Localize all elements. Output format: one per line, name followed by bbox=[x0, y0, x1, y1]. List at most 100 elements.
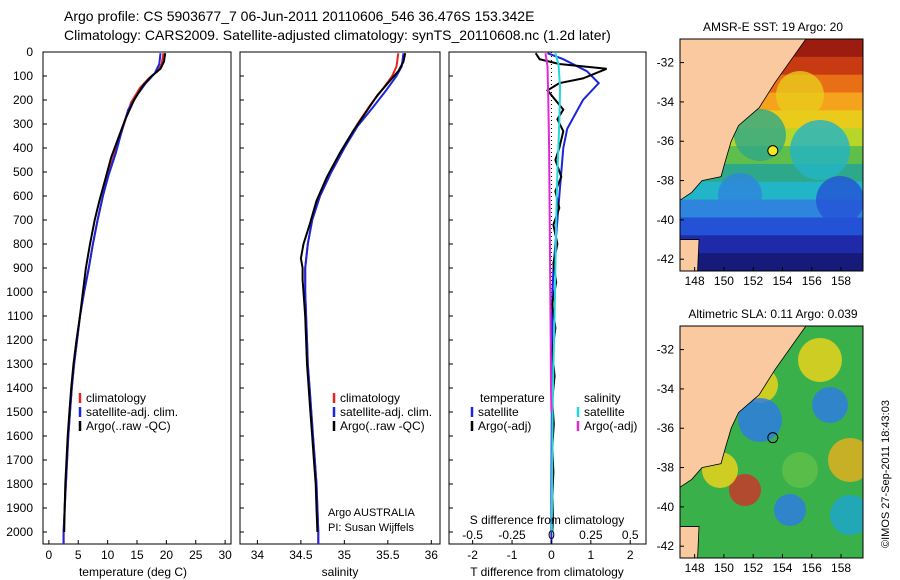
lat-tick-label: -38 bbox=[657, 461, 675, 475]
tasmania-land bbox=[680, 239, 700, 271]
lon-tick-label: 150 bbox=[714, 274, 734, 288]
depth-tick-label: 700 bbox=[13, 213, 33, 227]
depth-tick-label: 100 bbox=[13, 69, 33, 83]
lon-tick-label: 148 bbox=[685, 274, 705, 288]
lat-tick-label: -34 bbox=[657, 382, 675, 396]
title-line-2: Climatology: CARS2009. Satellite-adjuste… bbox=[64, 27, 611, 43]
depth-axis: 0 100 200 300 400 500 600 700 800 900 1000 1100 1200… bbox=[6, 45, 33, 539]
lon-tick-label: 158 bbox=[831, 274, 851, 288]
s-difference-label: S difference from climatology bbox=[470, 513, 625, 527]
legend-label: Argo(-adj) bbox=[584, 419, 637, 433]
sla-anomaly bbox=[729, 474, 761, 506]
lon-tick-label: 154 bbox=[772, 561, 792, 575]
lat-tick-label: -34 bbox=[657, 95, 675, 109]
depth-tick-label: 1200 bbox=[6, 333, 33, 347]
lat-tick-label: -36 bbox=[657, 421, 675, 435]
depth-tick-label: 800 bbox=[13, 237, 33, 251]
legend-label: climatology bbox=[340, 391, 400, 405]
sst-band bbox=[680, 253, 863, 271]
s-diff-tick-label: -0.5 bbox=[462, 528, 483, 542]
temperature-xlabel: temperature (deg C) bbox=[79, 565, 187, 579]
sla-anomaly bbox=[774, 494, 806, 526]
sla-anomaly bbox=[828, 438, 863, 482]
lon-tick-label: 158 bbox=[831, 561, 851, 575]
series-argo-raw-qc- bbox=[299, 53, 407, 533]
series-salinity-argo-adj- bbox=[544, 53, 553, 413]
sla-anomaly bbox=[738, 398, 782, 442]
lat-tick-label: -36 bbox=[657, 134, 675, 148]
sst-eddy bbox=[790, 120, 850, 180]
title-line-1: Argo profile: CS 5903677_7 06-Jun-2011 2… bbox=[64, 8, 535, 24]
lat-tick-label: -38 bbox=[657, 174, 675, 188]
difference-plot-frame bbox=[448, 51, 647, 545]
argo-position-marker bbox=[767, 432, 779, 444]
legend-label: satellite bbox=[478, 405, 519, 419]
sla-anomaly bbox=[812, 387, 848, 423]
salinity-plot-frame bbox=[239, 51, 441, 545]
sla-anomaly bbox=[830, 495, 863, 535]
difference-panel: -2 -1 0 1 2 -0.5 -0.25 0 0.25 0.5 S difference fr… bbox=[448, 51, 647, 579]
x-tick-label: 0 bbox=[46, 548, 53, 562]
argo-australia-label: Argo AUSTRALIA bbox=[328, 507, 415, 519]
x-tick-label: 1 bbox=[587, 548, 594, 562]
depth-tick-label: 300 bbox=[13, 117, 33, 131]
salinity-panel: 34 34.5 35 35.5 36 salinity climatologysatel… bbox=[239, 51, 441, 579]
legend-label: Argo(..raw -QC) bbox=[86, 419, 171, 433]
depth-tick-label: 1600 bbox=[6, 429, 33, 443]
x-tick-label: 5 bbox=[75, 548, 82, 562]
legend-label: climatology bbox=[86, 391, 146, 405]
legend-label: Argo(-adj) bbox=[478, 419, 531, 433]
land bbox=[680, 326, 807, 488]
x-tick-label: 30 bbox=[218, 548, 232, 562]
depth-tick-label: 1300 bbox=[6, 357, 33, 371]
lon-tick-label: 156 bbox=[802, 561, 822, 575]
lon-tick-label: 148 bbox=[685, 561, 705, 575]
tasmania-land bbox=[680, 526, 700, 558]
x-tick-label: 35 bbox=[338, 548, 352, 562]
legend-heading: temperature bbox=[480, 391, 545, 405]
lat-tick-label: -40 bbox=[657, 213, 675, 227]
sst-band bbox=[680, 235, 863, 255]
depth-tick-label: 1900 bbox=[6, 501, 33, 515]
x-tick-label: 34 bbox=[251, 548, 265, 562]
map-frame bbox=[679, 325, 864, 559]
s-diff-tick-label: 0.5 bbox=[622, 528, 639, 542]
legend-label: Argo(..raw -QC) bbox=[340, 419, 425, 433]
t-difference-label: T difference from climatology bbox=[470, 565, 624, 579]
sst-band bbox=[680, 217, 863, 237]
depth-tick-label: 1000 bbox=[6, 285, 33, 299]
legend-label: satellite-adj. clim. bbox=[86, 405, 178, 419]
x-tick-label: 34.5 bbox=[289, 548, 313, 562]
imos-credit: ©IMOS 27-Sep-2011 18:43:03 bbox=[880, 400, 892, 548]
sla-anomaly bbox=[798, 338, 842, 382]
legend-heading: salinity bbox=[584, 391, 621, 405]
depth-tick-label: 1800 bbox=[6, 477, 33, 491]
series-argo-raw-qc- bbox=[63, 53, 167, 533]
s-diff-tick-label: 0.25 bbox=[579, 528, 603, 542]
x-tick-label: -2 bbox=[467, 548, 478, 562]
sst-eddy bbox=[718, 173, 762, 217]
x-tick-label: 25 bbox=[189, 548, 203, 562]
lat-tick-label: -42 bbox=[657, 539, 675, 553]
depth-tick-label: 500 bbox=[13, 165, 33, 179]
x-tick-label: 10 bbox=[101, 548, 115, 562]
depth-tick-label: 1400 bbox=[6, 381, 33, 395]
depth-tick-label: 400 bbox=[13, 141, 33, 155]
lon-tick-label: 156 bbox=[802, 274, 822, 288]
x-tick-label: 2 bbox=[627, 548, 634, 562]
lon-tick-label: 152 bbox=[743, 274, 763, 288]
s-diff-tick-label: 0 bbox=[548, 528, 555, 542]
x-tick-label: 36 bbox=[425, 548, 439, 562]
depth-tick-label: 2000 bbox=[6, 525, 33, 539]
map-frame bbox=[679, 38, 864, 272]
salinity-xlabel: salinity bbox=[322, 565, 359, 579]
temperature-plot-frame bbox=[42, 51, 232, 545]
lat-tick-label: -42 bbox=[657, 252, 675, 266]
depth-tick-label: 1500 bbox=[6, 405, 33, 419]
depth-tick-label: 200 bbox=[13, 93, 33, 107]
legend-label: satellite bbox=[584, 405, 625, 419]
lat-tick-label: -40 bbox=[657, 500, 675, 514]
temperature-panel: 0 5 10 15 20 25 30 temperature (deg C) climato… bbox=[42, 51, 232, 579]
argo-position-marker bbox=[767, 145, 779, 157]
